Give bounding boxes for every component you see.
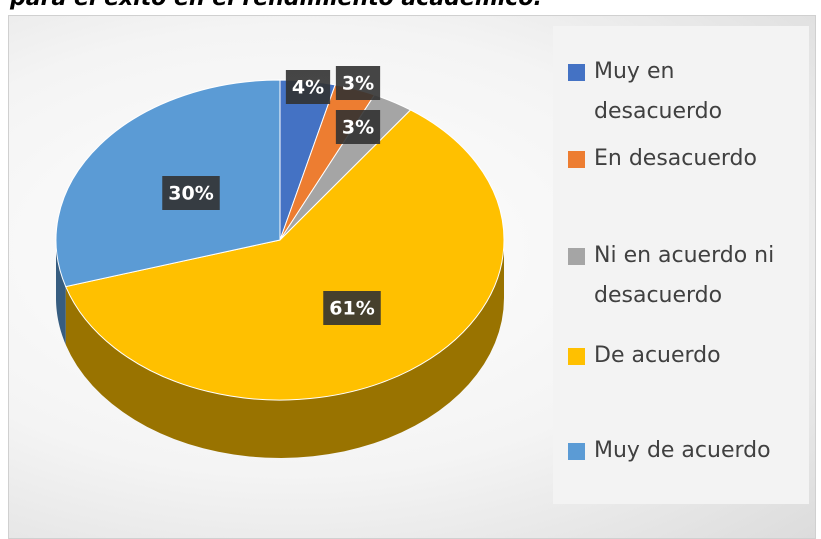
- legend-swatch: [568, 248, 585, 265]
- slice-side: [56, 240, 66, 345]
- legend-label: En desacuerdo: [594, 146, 757, 171]
- data-label-box: [335, 110, 381, 144]
- data-label-box: [162, 176, 220, 210]
- legend-label: Muy en desacuerdo: [594, 59, 723, 124]
- data-label: 61%: [329, 298, 374, 320]
- data-label-box: [335, 66, 381, 100]
- legend-swatch: [568, 64, 585, 81]
- legend-label: Ni en acuerdo ni desacuerdo: [594, 243, 775, 308]
- data-label: 4%: [292, 77, 324, 99]
- legend-swatch: [568, 348, 585, 365]
- slice: [65, 109, 505, 401]
- data-label: 3%: [342, 73, 374, 95]
- slice-side: [65, 240, 504, 458]
- data-label: 30%: [168, 183, 213, 205]
- legend-swatch: [568, 443, 585, 460]
- chart-title: para el éxito en el rendimiento académic…: [10, 0, 542, 11]
- legend-label: Muy de acuerdo: [594, 438, 771, 463]
- data-label-box: [323, 291, 381, 325]
- data-label: 3%: [342, 117, 374, 139]
- legend: Muy en desacuerdo En desacuerdo Ni en acue…: [553, 26, 809, 504]
- legend-label: De acuerdo: [594, 343, 721, 368]
- data-label-box: [285, 70, 331, 104]
- legend-swatch: [568, 151, 585, 168]
